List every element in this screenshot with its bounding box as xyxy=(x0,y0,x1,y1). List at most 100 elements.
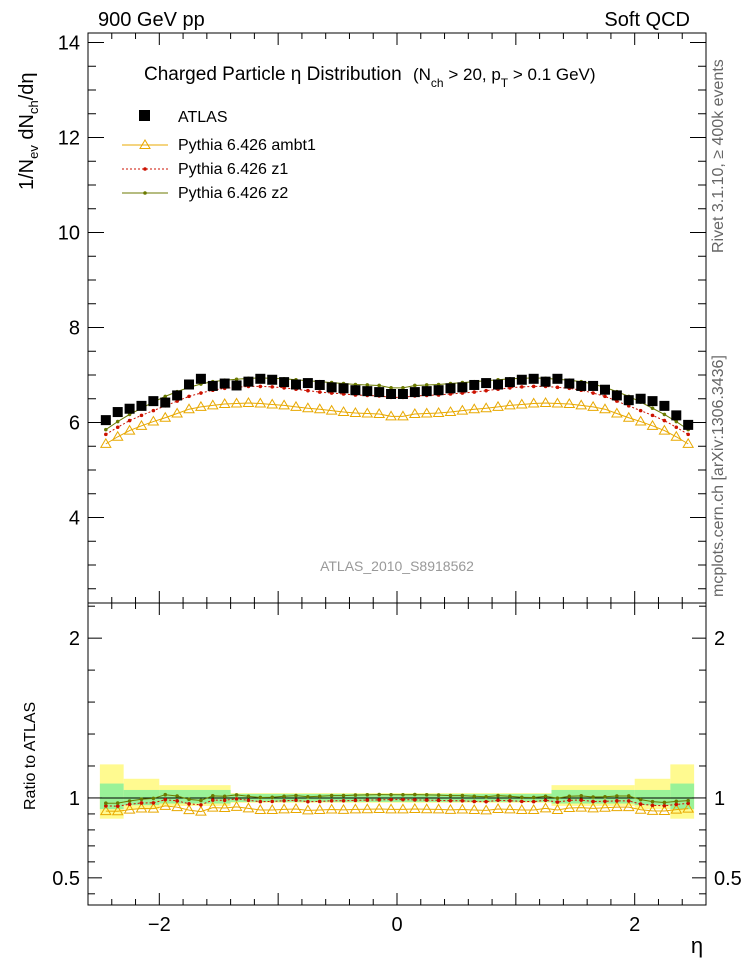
ratio-point-z1 xyxy=(448,798,453,803)
point-z2 xyxy=(424,383,429,387)
point-z2 xyxy=(365,383,370,387)
ratio-point-ambt1 xyxy=(480,804,493,815)
ratio-point-ambt1 xyxy=(313,803,326,814)
ratio-point-ambt1 xyxy=(658,805,671,816)
ratio-point-z1 xyxy=(460,798,465,803)
point-atlas xyxy=(160,397,171,408)
ratio-point-z1 xyxy=(222,798,227,803)
point-ambt1 xyxy=(147,415,160,426)
point-ambt1 xyxy=(515,398,528,409)
ratio-point-z1 xyxy=(175,799,179,803)
point-ambt1 xyxy=(420,407,433,418)
ratio-point-z2 xyxy=(401,792,405,797)
point-ambt1 xyxy=(349,407,362,417)
ratio-point-ambt1 xyxy=(373,803,386,814)
legend-entry-ambt1: Pythia 6.426 ambt1 xyxy=(122,137,316,154)
point-atlas xyxy=(576,380,587,391)
point-ambt1 xyxy=(99,437,112,448)
point-z2 xyxy=(163,394,168,399)
point-z1 xyxy=(555,385,560,390)
ratio-point-z2 xyxy=(555,796,560,800)
point-atlas xyxy=(433,385,444,396)
ratio-point-ambt1 xyxy=(575,801,588,812)
y-tick-label: 6 xyxy=(69,413,80,435)
point-atlas xyxy=(493,379,504,390)
ratio-point-z1 xyxy=(674,802,679,807)
ratio-point-ambt1 xyxy=(622,801,635,812)
y-tick-label: 14 xyxy=(58,33,80,55)
legend-marker-z2 xyxy=(143,191,147,195)
point-ambt1 xyxy=(361,407,374,418)
point-z2 xyxy=(389,386,393,390)
ratio-point-z1 xyxy=(163,797,168,802)
ratio-point-z1 xyxy=(531,799,536,804)
x-axis-label: η xyxy=(691,933,703,958)
point-ambt1 xyxy=(301,402,314,413)
ratio-point-ambt1 xyxy=(397,803,409,814)
y-axis-label: 1/Nev dNch/dη xyxy=(16,72,41,190)
ratio-point-ambt1 xyxy=(527,803,540,814)
point-ambt1 xyxy=(610,407,623,418)
ratio-point-z2 xyxy=(317,794,322,799)
point-z1 xyxy=(472,390,477,394)
ratio-point-z2 xyxy=(519,795,524,800)
ratio-point-z1 xyxy=(234,797,239,801)
ratio-point-z1 xyxy=(282,798,286,803)
ratio-point-ambt1 xyxy=(444,803,457,814)
ratio-point-ambt1 xyxy=(195,805,207,816)
point-atlas xyxy=(599,384,610,395)
header-right: Soft QCD xyxy=(604,9,690,31)
point-z1 xyxy=(270,385,275,389)
ratio-point-z2 xyxy=(436,793,441,797)
legend-marker-atlas xyxy=(139,110,150,121)
point-atlas xyxy=(540,376,551,387)
point-z2 xyxy=(662,412,667,417)
ratio-point-z2 xyxy=(365,793,370,797)
ratio-point-z2 xyxy=(579,794,584,798)
point-ambt1 xyxy=(575,399,588,410)
ratio-point-ambt1 xyxy=(468,803,481,814)
ratio-line-z2 xyxy=(105,794,689,804)
point-atlas xyxy=(469,379,480,390)
ratio-point-z2 xyxy=(139,797,144,801)
point-z1 xyxy=(151,408,156,413)
point-ambt1 xyxy=(135,419,148,430)
point-ambt1 xyxy=(646,419,659,430)
ratio-point-ambt1 xyxy=(420,803,433,814)
ratio-point-z2 xyxy=(638,797,643,802)
ratio-point-z1 xyxy=(519,799,524,804)
point-ambt1 xyxy=(266,398,279,409)
point-ambt1 xyxy=(218,397,231,408)
point-ambt1 xyxy=(254,397,267,408)
ratio-point-ambt1 xyxy=(539,802,552,813)
ratio-point-ambt1 xyxy=(111,805,124,816)
ratio-point-z2 xyxy=(531,795,536,800)
point-ambt1 xyxy=(206,399,219,410)
chart-title: Charged Particle η Distribution (Nch > 2… xyxy=(144,64,596,90)
point-atlas xyxy=(148,396,159,407)
point-atlas xyxy=(279,377,290,388)
point-atlas xyxy=(243,376,254,387)
point-z2 xyxy=(234,377,239,382)
ratio-point-z2 xyxy=(603,794,607,799)
point-ambt1 xyxy=(563,397,576,408)
ratio-point-z2 xyxy=(187,797,191,802)
ratio-point-z2 xyxy=(246,794,251,799)
ratio-point-ambt1 xyxy=(290,802,302,813)
ratio-point-z2 xyxy=(104,801,108,806)
legend-label-z1: Pythia 6.426 z1 xyxy=(178,161,288,178)
point-ambt1 xyxy=(111,430,124,441)
ratio-point-ambt1 xyxy=(123,803,136,814)
point-ambt1 xyxy=(242,397,255,408)
point-atlas xyxy=(374,387,385,398)
point-z1 xyxy=(591,391,595,395)
ratio-point-z2 xyxy=(686,798,690,803)
ratio-point-z2 xyxy=(258,795,263,800)
ratio-y-tick-label: 0.5 xyxy=(52,868,80,890)
point-ambt1 xyxy=(183,403,195,414)
point-atlas xyxy=(409,387,420,398)
point-atlas xyxy=(219,378,230,389)
point-ambt1 xyxy=(587,400,599,411)
point-atlas xyxy=(516,374,527,385)
